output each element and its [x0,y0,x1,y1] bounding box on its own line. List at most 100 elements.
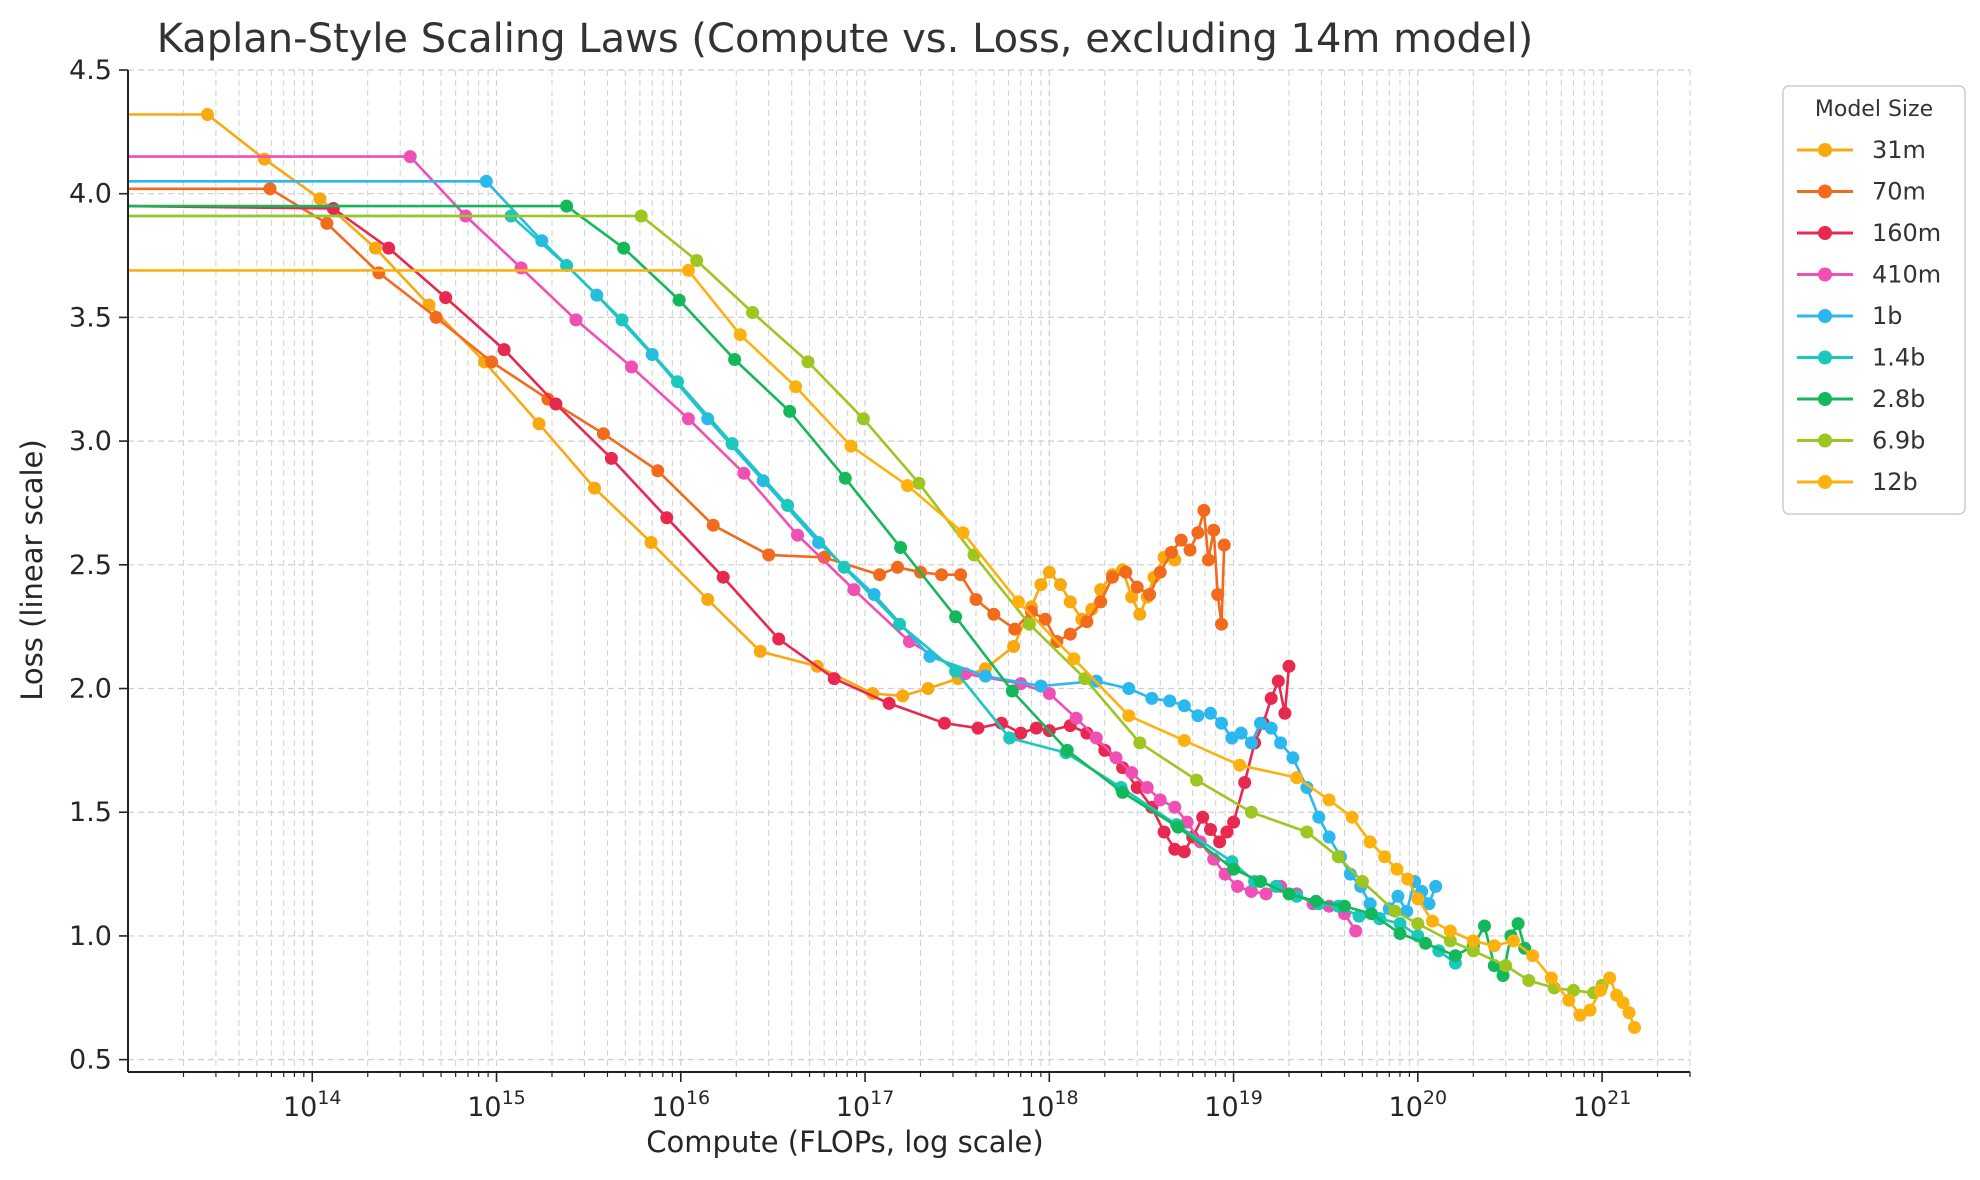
data-point [1411,892,1425,906]
data-point [1201,553,1215,567]
y-tick-label: 3.5 [69,302,112,333]
data-point [706,518,720,532]
data-point [1011,595,1025,609]
data-point [873,568,887,582]
data-point [1583,1003,1597,1017]
data-point [783,404,797,418]
data-point [912,476,926,490]
data-point [681,412,695,426]
data-point [1526,949,1540,963]
legend-label: 31m [1872,136,1926,164]
data-point [1264,721,1278,735]
data-point [837,560,851,574]
data-point [1511,917,1525,931]
data-point [1562,993,1576,1007]
data-point [1338,899,1351,913]
legend-item: 160m [1797,219,1941,247]
data-point [368,241,382,255]
data-point [372,266,386,280]
data-point [1034,578,1048,592]
x-tick-label: 1018 [1020,1087,1079,1123]
data-point [1034,679,1048,693]
data-point [1177,699,1191,713]
legend-items: 31m 70m 160m 410m 1b 1.4b 2.8b 6.9b 12b [1797,136,1941,496]
data-point [1244,805,1258,819]
data-point [1478,919,1491,933]
data-point [969,593,983,606]
legend-item: 70m [1797,178,1926,206]
axes: 1014 1015 1016 1017 1018 1019 1020 1021 0.5 1.0 1.… [69,55,1691,1123]
data-point [615,313,629,327]
data-point [1207,523,1221,537]
data-point [1116,785,1130,799]
data-point [896,689,910,703]
data-point [1300,825,1314,839]
legend-marker [1818,184,1832,199]
y-tick-label: 0.5 [69,1045,112,1076]
data-point [1168,800,1182,814]
data-point [1007,640,1021,653]
data-point [560,199,574,213]
legend-label: 160m [1872,219,1941,247]
data-point [1125,766,1139,780]
data-point [1391,889,1405,903]
data-point [894,541,908,554]
data-point [1388,904,1402,918]
data-point [1349,924,1363,938]
data-point [1443,924,1457,938]
data-point [1544,971,1558,985]
data-point [1067,652,1081,666]
data-point [1005,684,1019,698]
data-point [1085,602,1099,616]
data-point [1190,773,1204,787]
data-point [1499,959,1513,973]
data-point [1008,622,1022,636]
data-point [672,293,686,307]
data-point [812,536,826,549]
data-point [1133,607,1147,621]
data-point [1355,875,1369,888]
data-point [1422,897,1436,911]
data-point [867,588,881,601]
data-point [893,617,907,631]
data-point [1401,872,1415,886]
data-point [1393,927,1407,940]
data-point [1466,934,1480,948]
data-point [1153,565,1167,579]
data-point [1130,781,1144,794]
y-tick-label: 3.0 [69,426,112,457]
legend-marker [1818,267,1832,282]
legend-label: 6.9b [1872,427,1925,455]
data-point [772,632,786,646]
data-point [497,343,511,357]
data-point [1029,721,1043,735]
legend-marker [1818,143,1832,157]
data-point [801,355,815,369]
chart-title: Kaplan-Style Scaling Laws (Compute vs. L… [157,16,1534,62]
data-point [1133,736,1147,750]
data-point [1153,793,1167,807]
series-line [128,180,1437,920]
data-point [485,355,499,369]
data-point [1191,709,1205,723]
data-point [1259,887,1273,901]
data-point [681,263,695,277]
data-point [313,192,327,206]
data-point [1278,706,1292,720]
data-point [1204,706,1217,720]
data-point [1042,687,1056,700]
legend-marker [1818,392,1832,406]
data-point [660,511,674,525]
data-point [746,306,759,319]
data-point [1238,776,1252,789]
data-point [671,375,684,389]
data-point [728,353,742,366]
data-point [789,380,803,394]
legend-marker [1818,350,1832,365]
data-point [1233,758,1247,772]
data-point [701,593,715,606]
data-point [1567,983,1580,997]
data-point [1322,793,1336,807]
x-tick-label: 1021 [1573,1087,1632,1123]
